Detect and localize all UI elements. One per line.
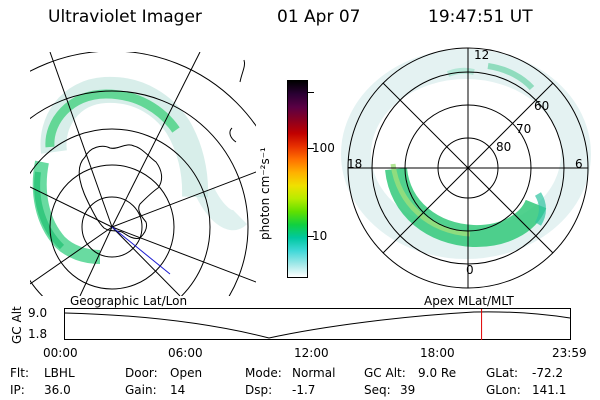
seq-value: 39 <box>400 383 416 397</box>
gcalt-label: GC Alt: <box>364 366 406 380</box>
gain-value: 14 <box>170 383 186 397</box>
time-tick-1200: 12:00 <box>294 346 329 360</box>
gcalt-value: 9.0 Re <box>418 366 457 380</box>
alt-tick-low: 1.8 <box>28 327 48 341</box>
dsp-value: -1.7 <box>292 383 316 397</box>
geo-latitude-circles <box>30 52 256 296</box>
colorbar <box>287 80 308 278</box>
mlt-label-0: 0 <box>466 263 474 277</box>
glon-label: GLon: <box>486 383 521 397</box>
ip-value: 36.0 <box>44 383 71 397</box>
gain-label: Gain: <box>125 383 157 397</box>
colorbar-unit-label: photon cm⁻²s⁻¹ <box>258 147 272 240</box>
magnetic-polar-map: 12 18 6 0 60 70 80 <box>341 47 591 289</box>
geo-auroral-oval <box>32 76 248 264</box>
dsp-label: Dsp: <box>245 383 273 397</box>
alt-tick-high: 9.0 <box>28 306 48 320</box>
image-date: 01 Apr 07 <box>277 7 361 27</box>
instrument-title: Ultraviolet Imager <box>48 7 202 27</box>
altitude-curve <box>64 311 571 339</box>
mlt-label-6: 6 <box>575 157 583 171</box>
mode-value: Normal <box>292 366 336 380</box>
mlat-label-70: 70 <box>516 122 531 136</box>
colorbar-tick-10: 10 <box>312 229 328 243</box>
mlt-label-18: 18 <box>347 157 362 171</box>
geographic-map <box>30 52 256 296</box>
time-tick-1800: 18:00 <box>420 346 455 360</box>
door-value: Open <box>170 366 203 380</box>
mag-mlt-lines <box>348 48 588 288</box>
flt-value: LBHL <box>44 366 75 380</box>
time-tick-2359: 23:59 <box>552 346 587 360</box>
glat-label: GLat: <box>486 366 519 380</box>
seq-label: Seq: <box>364 383 391 397</box>
geo-meridians <box>30 52 256 296</box>
glon-value: 141.1 <box>532 383 567 397</box>
time-tick-0000: 00:00 <box>43 346 78 360</box>
ip-label: IP: <box>10 383 25 397</box>
mlat-label-60: 60 <box>534 99 549 113</box>
glat-value: -72.2 <box>532 366 564 380</box>
time-tick-0600: 06:00 <box>168 346 203 360</box>
look-direction-line <box>111 226 171 275</box>
mlat-label-80: 80 <box>496 140 511 154</box>
mlt-label-12: 12 <box>474 48 489 62</box>
image-time: 19:47:51 UT <box>428 7 533 27</box>
flt-label: Flt: <box>10 366 29 380</box>
geo-panel-label: Geographic Lat/Lon <box>70 294 188 308</box>
door-label: Door: <box>125 366 158 380</box>
mag-panel-label: Apex MLat/MLT <box>424 294 514 308</box>
altitude-strip-plot <box>64 308 571 340</box>
mode-label: Mode: <box>245 366 282 380</box>
antarctica-coastline <box>78 144 163 239</box>
mag-auroral-oval <box>341 49 591 259</box>
altitude-axis-label: GC Alt <box>10 306 24 344</box>
colorbar-tick-100: 100 <box>312 141 335 155</box>
